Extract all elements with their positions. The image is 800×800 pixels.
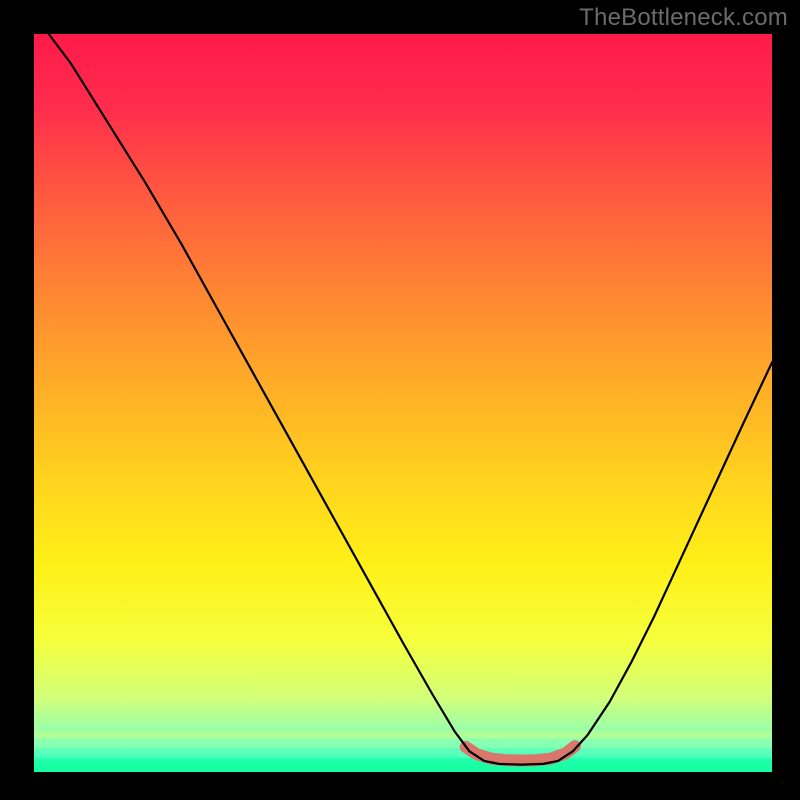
bottleneck-curve-chart [0, 0, 800, 800]
gradient-band [34, 731, 772, 738]
plot-area [34, 34, 772, 772]
gradient-band [34, 759, 772, 772]
gradient-band [34, 750, 772, 757]
gradient-band [34, 741, 772, 748]
watermark-label: TheBottleneck.com [579, 4, 788, 32]
chart-container: TheBottleneck.com [0, 0, 800, 800]
